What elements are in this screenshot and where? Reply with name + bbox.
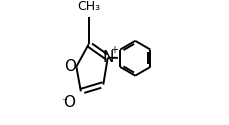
Text: ⁻: ⁻ xyxy=(61,97,67,107)
Text: O: O xyxy=(64,59,76,74)
Text: +: + xyxy=(110,45,118,55)
Text: CH₃: CH₃ xyxy=(77,0,100,13)
Text: O: O xyxy=(64,94,76,110)
Text: N: N xyxy=(103,50,114,65)
